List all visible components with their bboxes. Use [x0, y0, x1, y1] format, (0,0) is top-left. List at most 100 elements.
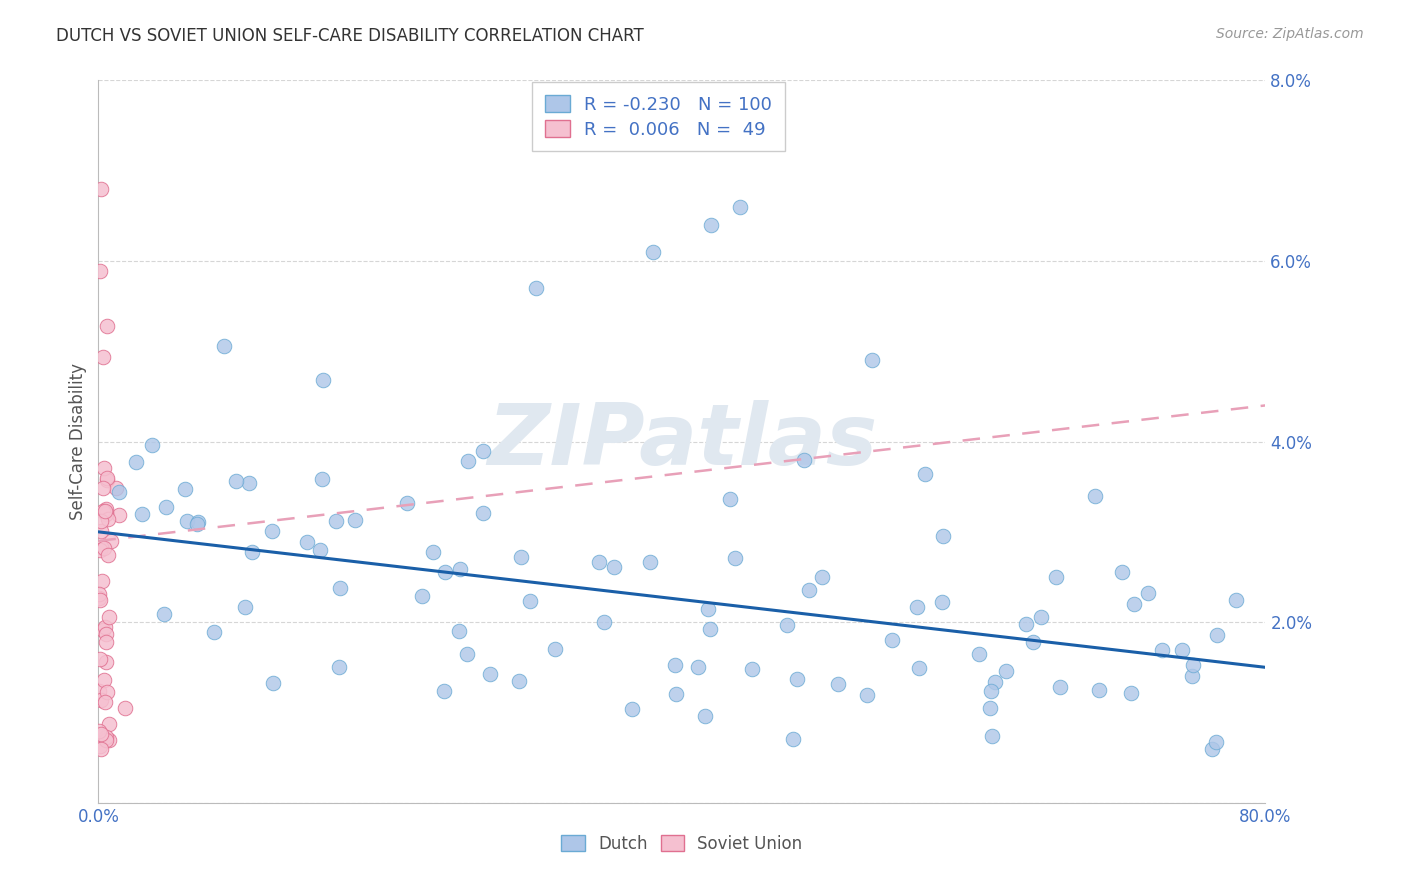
- Point: [94, 504, 117, 518]
- Point: [856, 688, 879, 702]
- Point: [105, 481, 128, 495]
- Point: [240, 545, 263, 559]
- Point: [979, 700, 1001, 714]
- Point: [1087, 683, 1109, 698]
- Point: [108, 484, 131, 499]
- Point: [593, 615, 616, 630]
- Point: [1049, 680, 1071, 694]
- Y-axis label: Self-Care Disability: Self-Care Disability: [69, 363, 87, 520]
- Point: [907, 661, 929, 675]
- Point: [90, 181, 112, 195]
- Point: [89, 683, 111, 698]
- Point: [984, 675, 1007, 690]
- Point: [90, 524, 112, 539]
- Point: [995, 665, 1018, 679]
- Point: [1205, 735, 1227, 749]
- Point: [186, 517, 208, 532]
- Point: [89, 593, 111, 607]
- Point: [97, 512, 120, 526]
- Point: [97, 732, 120, 747]
- Point: [89, 591, 111, 605]
- Point: [588, 555, 610, 569]
- Point: [94, 634, 117, 648]
- Point: [980, 729, 1002, 743]
- Point: [782, 731, 804, 746]
- Point: [89, 543, 111, 558]
- Point: [524, 281, 547, 295]
- Point: [519, 594, 541, 608]
- Point: [89, 652, 111, 666]
- Point: [312, 373, 335, 387]
- Point: [693, 709, 716, 723]
- Point: [456, 647, 478, 661]
- Point: [914, 467, 936, 481]
- Point: [811, 570, 834, 584]
- Point: [449, 624, 471, 638]
- Text: ZIPatlas: ZIPatlas: [486, 400, 877, 483]
- Point: [1022, 635, 1045, 649]
- Point: [96, 684, 118, 698]
- Point: [94, 730, 117, 744]
- Point: [776, 618, 799, 632]
- Point: [328, 660, 350, 674]
- Point: [434, 565, 457, 579]
- Point: [94, 655, 117, 669]
- Point: [509, 550, 531, 565]
- Point: [724, 551, 747, 566]
- Point: [187, 516, 209, 530]
- Point: [96, 319, 118, 334]
- Point: [799, 583, 821, 598]
- Point: [97, 548, 120, 562]
- Point: [472, 443, 495, 458]
- Point: [860, 353, 883, 368]
- Point: [153, 607, 176, 622]
- Point: [141, 438, 163, 452]
- Point: [1201, 741, 1223, 756]
- Point: [905, 599, 928, 614]
- Point: [233, 599, 256, 614]
- Point: [89, 264, 111, 278]
- Point: [544, 641, 567, 656]
- Point: [478, 667, 501, 681]
- Point: [1181, 657, 1204, 672]
- Point: [89, 724, 111, 739]
- Point: [309, 542, 332, 557]
- Point: [730, 200, 752, 214]
- Point: [696, 602, 718, 616]
- Point: [1205, 628, 1227, 642]
- Point: [96, 473, 118, 487]
- Point: [94, 502, 117, 516]
- Point: [664, 658, 686, 673]
- Point: [980, 683, 1002, 698]
- Point: [433, 684, 456, 698]
- Point: [107, 508, 129, 522]
- Point: [225, 474, 247, 488]
- Point: [93, 541, 115, 555]
- Point: [93, 461, 115, 475]
- Legend: Dutch, Soviet Union: Dutch, Soviet Union: [554, 828, 810, 860]
- Point: [90, 540, 112, 554]
- Point: [741, 662, 763, 676]
- Point: [212, 339, 235, 353]
- Point: [91, 351, 114, 365]
- Point: [260, 524, 283, 538]
- Point: [688, 659, 710, 673]
- Point: [449, 562, 471, 576]
- Point: [91, 623, 114, 637]
- Point: [325, 514, 347, 528]
- Point: [329, 581, 352, 595]
- Point: [94, 732, 117, 747]
- Point: [343, 513, 366, 527]
- Point: [94, 695, 117, 709]
- Point: [640, 555, 662, 569]
- Point: [93, 481, 115, 495]
- Point: [90, 514, 112, 528]
- Point: [94, 627, 117, 641]
- Point: [620, 702, 643, 716]
- Point: [1181, 669, 1204, 683]
- Point: [1121, 686, 1143, 700]
- Point: [96, 505, 118, 519]
- Point: [94, 620, 117, 634]
- Point: [98, 609, 121, 624]
- Point: [1111, 566, 1133, 580]
